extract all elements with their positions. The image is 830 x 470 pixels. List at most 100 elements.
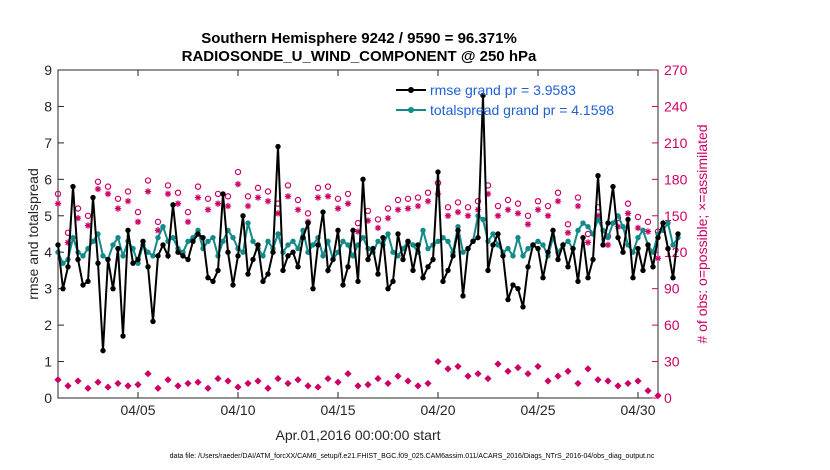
obs-assimilated-point bbox=[444, 212, 452, 219]
rmse-point bbox=[430, 256, 436, 263]
rmse-point bbox=[630, 275, 636, 281]
obs-assimilated-point bbox=[614, 223, 622, 230]
legend-rmse-marker bbox=[408, 87, 414, 93]
obs-possible-point bbox=[324, 183, 332, 190]
rmse-point bbox=[255, 242, 261, 248]
rmse-point bbox=[560, 242, 566, 248]
rmse-point bbox=[340, 282, 346, 288]
rmse-point bbox=[240, 213, 246, 219]
y-tick-label-left: 7 bbox=[44, 135, 52, 151]
rmse-point bbox=[445, 267, 451, 274]
x-tick-label: 04/30 bbox=[620, 402, 655, 418]
obs-possible-point bbox=[444, 204, 452, 211]
obs-count-point bbox=[404, 377, 412, 385]
obs-possible-point bbox=[94, 178, 102, 185]
obs-possible-point bbox=[404, 195, 412, 202]
obs-possible-point bbox=[264, 188, 272, 195]
y-tick-label-left: 1 bbox=[44, 354, 52, 370]
rmse-point bbox=[235, 253, 241, 259]
totalspread-point bbox=[360, 234, 366, 241]
obs-possible-point bbox=[464, 204, 472, 211]
obs-possible-point bbox=[234, 168, 242, 176]
totalspread-point bbox=[240, 249, 246, 255]
rmse-point bbox=[650, 264, 656, 270]
rmse-point bbox=[225, 249, 231, 255]
totalspread-point bbox=[575, 227, 581, 234]
x-tick-label: 04/20 bbox=[420, 402, 455, 418]
obs-count-point bbox=[234, 383, 242, 391]
x-tick-label: 04/15 bbox=[320, 402, 355, 418]
rmse-point bbox=[615, 234, 621, 241]
obs-assimilated-point bbox=[434, 190, 442, 198]
rmse-point bbox=[550, 227, 556, 234]
obs-possible-point bbox=[154, 218, 162, 226]
obs-assimilated-point bbox=[284, 193, 292, 200]
rmse-point bbox=[640, 267, 646, 274]
obs-count-point bbox=[164, 376, 172, 384]
obs-count-point bbox=[644, 387, 652, 395]
y-tick-label-right: 240 bbox=[664, 98, 688, 114]
obs-assimilated-point bbox=[314, 194, 322, 201]
obs-count-point bbox=[314, 383, 322, 391]
rmse-point bbox=[205, 275, 211, 281]
obs-assimilated-point bbox=[294, 206, 302, 213]
obs-count-point bbox=[194, 378, 202, 386]
obs-possible-point bbox=[254, 184, 262, 192]
rmse-point bbox=[665, 245, 671, 252]
obs-assimilated-point bbox=[604, 241, 612, 249]
y-tick-label-left: 4 bbox=[44, 244, 52, 260]
y-axis-label-left: rmse and totalspread bbox=[25, 168, 41, 300]
rmse-point bbox=[105, 256, 111, 263]
rmse-point bbox=[585, 275, 591, 281]
obs-assimilated-point bbox=[104, 190, 112, 198]
obs-possible-point bbox=[504, 196, 512, 204]
rmse-point bbox=[245, 271, 251, 277]
obs-assimilated-point bbox=[414, 202, 422, 210]
obs-count-point bbox=[394, 372, 402, 380]
totalspread-point bbox=[210, 234, 216, 241]
totalspread-point bbox=[115, 234, 121, 241]
totalspread-point bbox=[90, 238, 96, 244]
rmse-point bbox=[275, 143, 281, 150]
totalspread-point bbox=[205, 238, 211, 244]
obs-possible-point bbox=[294, 196, 302, 204]
rmse-point bbox=[455, 227, 461, 234]
rmse-point bbox=[435, 169, 441, 175]
obs-count-point bbox=[54, 376, 62, 384]
rmse-point bbox=[395, 231, 401, 237]
rmse-point bbox=[170, 202, 176, 208]
obs-assimilated-point bbox=[334, 205, 342, 212]
rmse-point bbox=[510, 282, 516, 288]
plot-area: 04/05 04/10 04/15 04/20 04/25 04/30 0 1 2 3 4 5 6 7 8 9… bbox=[44, 62, 687, 418]
obs-possible-point bbox=[414, 194, 422, 201]
rmse-point bbox=[495, 231, 501, 237]
rmse-point bbox=[185, 256, 191, 263]
y-tick-label-left: 9 bbox=[44, 62, 52, 78]
obs-possible-point bbox=[314, 184, 322, 192]
rmse-point bbox=[80, 282, 86, 288]
totalspread-point bbox=[425, 245, 431, 252]
obs-assimilated-point bbox=[464, 212, 472, 219]
obs-assimilated-point bbox=[424, 198, 432, 205]
totalspread-point bbox=[160, 224, 166, 230]
rmse-point bbox=[530, 242, 536, 248]
y-tick-label-right: 60 bbox=[664, 317, 680, 333]
totalspread-point bbox=[375, 238, 381, 244]
totalspread-point bbox=[420, 227, 426, 234]
rmse-point bbox=[85, 278, 91, 285]
obs-possible-point bbox=[174, 189, 182, 196]
totalspread-point bbox=[490, 231, 496, 237]
obs-count-point bbox=[334, 378, 342, 386]
obs-assimilated-point bbox=[94, 185, 102, 193]
totalspread-point bbox=[120, 253, 126, 259]
y-tick-label-left: 2 bbox=[44, 317, 52, 333]
obs-count-point bbox=[534, 362, 542, 371]
obs-possible-point bbox=[524, 212, 532, 219]
obs-possible-point bbox=[454, 199, 462, 206]
obs-assimilated-point bbox=[564, 229, 572, 236]
obs-count-point bbox=[254, 377, 262, 385]
obs-possible-point bbox=[624, 200, 632, 207]
rmse-point bbox=[525, 264, 531, 270]
y-tick-label-right: 0 bbox=[664, 390, 672, 406]
y-tick-label-right: 210 bbox=[664, 135, 688, 151]
